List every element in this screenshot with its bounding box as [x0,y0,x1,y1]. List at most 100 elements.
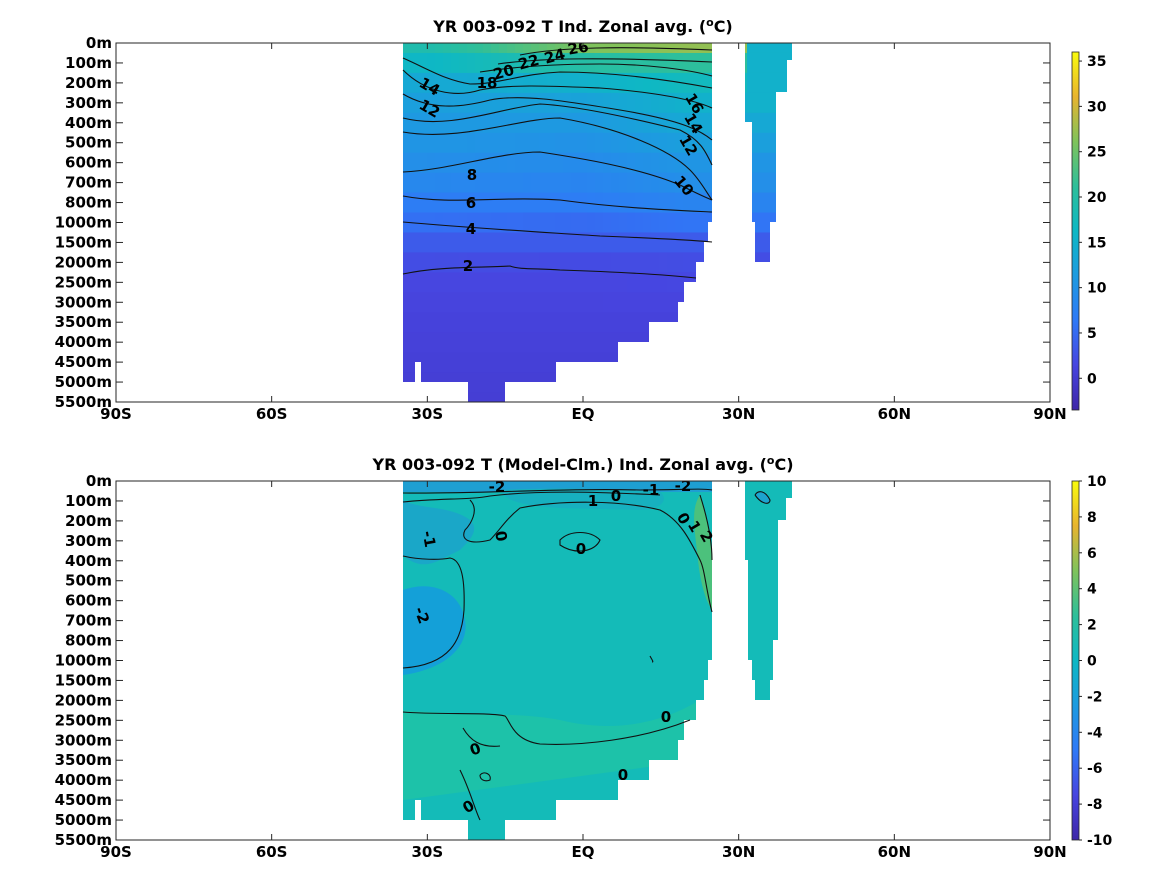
field-cell [451,252,460,273]
field-cell [467,192,476,214]
field-cell [747,72,756,94]
field-cell [763,92,772,114]
field-cell [667,232,676,253]
y-tick-label: 1000m [55,214,112,232]
field-cell [523,312,532,333]
field-cell [771,132,780,154]
field-cell [547,252,556,273]
field-cell [651,112,660,134]
colorbar-tick-label: 6 [1087,546,1097,562]
field-cell [747,92,756,114]
field-cell [659,132,668,154]
field-cell [771,152,780,174]
field-cell [443,252,452,273]
field-cell [507,272,516,293]
field-cell [403,172,412,194]
field-cell [499,232,508,253]
field-cell [459,112,468,134]
x-tick-label: 60N [878,405,911,423]
field-cell [411,72,420,94]
field-cell [483,192,492,214]
field-cell [515,72,524,94]
field-cell [427,232,436,253]
field-cell [587,312,596,333]
field-cell [611,252,620,273]
y-tick-label: 400m [65,114,112,132]
field-cell [523,52,532,74]
field-cell [475,212,484,233]
field-cell [475,232,484,253]
field-cell [603,252,612,273]
field-cell [499,212,508,233]
field-cell [683,92,692,114]
field-cell [515,252,524,273]
y-axis: 0m100m200m300m400m500m600m700m800m1000m1… [55,472,1050,849]
field-cell [667,112,676,134]
field-cell [435,232,444,253]
field-cell [539,152,548,174]
field-cell [755,72,764,94]
field-cell [427,132,436,154]
colorbar-tick-label: 10 [1087,474,1107,490]
field-cell [531,312,540,333]
field-cell [507,232,516,253]
field-cell [675,172,684,194]
field-cell [571,52,580,74]
field-cell [643,112,652,134]
field-cell [571,232,580,253]
field-cell [403,192,412,214]
y-tick-label: 800m [65,194,112,212]
field-cell [563,292,572,313]
field-cell [627,192,636,214]
field-cell [587,172,596,194]
contour-label: 1 [588,492,598,510]
field-cell [475,152,484,174]
field-cell [483,152,492,174]
field-cell [683,192,692,214]
field-cell [691,72,700,94]
land-mask [116,481,1050,840]
field-cell [419,212,428,233]
y-tick-label: 300m [65,532,112,550]
field-cell [651,52,660,74]
panel-2: YR 003-092 T (Model-Clm.) Ind. Zonal avg… [55,454,1113,861]
field-cell [667,192,676,214]
field-cell [419,112,428,134]
field-cell [699,172,708,194]
field-cell [619,312,628,333]
field-cell [531,192,540,214]
field-cell [411,132,420,154]
field-cell [523,292,532,313]
field-cell [411,292,420,313]
field-cell [467,112,476,134]
colorbar-tick-label: 10 [1087,281,1107,297]
field-cell [603,152,612,174]
x-tick-label: EQ [572,405,595,423]
field-cell [451,292,460,313]
field-cell [547,92,556,114]
field-cell [755,52,764,74]
field-cell [587,132,596,154]
field-cell [595,52,604,74]
field-cell [443,272,452,293]
field-cell [627,232,636,253]
y-tick-label: 100m [65,54,112,72]
field-cell [475,132,484,154]
field-cell [547,352,556,373]
field-cell [627,52,636,74]
x-tick-label: 90S [100,843,132,861]
field-cell [755,43,764,54]
field-cell [539,192,548,214]
field-cell [483,172,492,194]
y-tick-label: 200m [65,74,112,92]
y-tick-label: 500m [65,134,112,152]
field-cell [443,92,452,114]
field-cell [579,232,588,253]
field-cell [555,172,564,194]
field-cell [435,212,444,233]
field-cell [403,152,412,174]
field-cell [571,212,580,233]
field-cell [435,172,444,194]
field-cell [563,52,572,74]
field-cell [763,43,772,54]
